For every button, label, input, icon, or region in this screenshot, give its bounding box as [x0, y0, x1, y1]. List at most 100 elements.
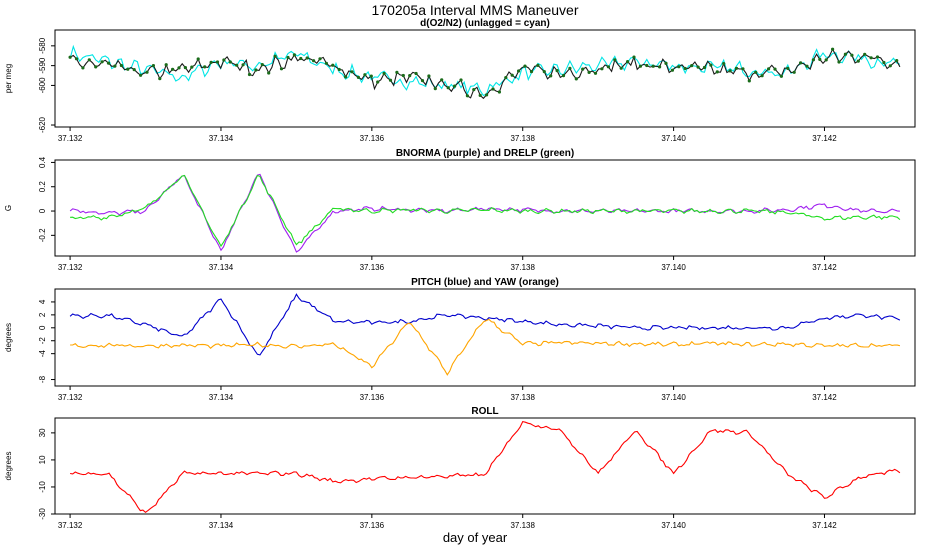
data-point [305, 56, 309, 60]
plot-frame [54, 288, 916, 387]
data-point [773, 67, 777, 71]
x-tick-label: 37.134 [209, 521, 234, 530]
data-point [843, 52, 848, 56]
o2n2-panel: d(O2/N2) (unlagged = cyan) per meg -620 -60… [4, 18, 916, 143]
y-tick-label: 0 [38, 325, 47, 330]
data-point [440, 78, 444, 82]
x-tick-label: 37.132 [58, 134, 83, 143]
data-point [491, 87, 495, 91]
data-point [824, 58, 828, 62]
data-point [581, 67, 585, 71]
y-axis-label: degrees [4, 323, 13, 352]
panel-title: d(O2/N2) (unlagged = cyan) [420, 18, 550, 29]
x-tick-label: 37.134 [209, 134, 234, 143]
data-point [324, 61, 328, 65]
data-point [113, 64, 117, 68]
y-tick-label: 4 [38, 299, 47, 304]
plot-frame [54, 417, 916, 515]
data-point [613, 58, 617, 62]
data-point [119, 63, 123, 68]
data-point [228, 60, 232, 64]
data-point [869, 56, 873, 60]
y-tick-label: -620 [38, 116, 47, 133]
data-point [510, 73, 514, 77]
data-point [555, 69, 559, 73]
data-point [369, 74, 373, 78]
x-tick-label: 37.138 [510, 393, 535, 402]
x-tick-label: 37.142 [812, 263, 837, 272]
series-line-blue [69, 293, 901, 356]
data-point [504, 76, 508, 80]
data-point [658, 65, 662, 69]
data-point [767, 67, 771, 71]
x-tick-label: 37.142 [812, 134, 837, 143]
data-point [818, 57, 822, 62]
y-tick-label: -10 [38, 481, 47, 493]
data-point [453, 84, 457, 88]
x-tick-label: 37.140 [661, 134, 686, 143]
data-point [215, 60, 220, 64]
data-point [312, 59, 316, 63]
data-point [350, 70, 354, 74]
data-point [863, 52, 867, 56]
data-point [465, 94, 469, 98]
data-point [247, 72, 252, 77]
data-point [331, 63, 335, 67]
data-point [241, 63, 245, 67]
x-tick-label: 37.136 [360, 521, 385, 530]
data-point [139, 73, 143, 77]
data-point [183, 66, 187, 70]
data-point [209, 60, 213, 64]
series-line-green [70, 174, 901, 248]
data-point [786, 66, 790, 70]
y-tick-label: -2 [38, 337, 47, 345]
panel-title: PITCH (blue) and YAW (orange) [411, 277, 559, 288]
data-point [536, 63, 540, 67]
data-point [792, 70, 796, 74]
x-tick-label: 37.142 [812, 393, 837, 402]
data-point [664, 61, 668, 65]
panel-title: ROLL [471, 406, 498, 417]
x-tick-label: 37.140 [661, 521, 686, 530]
data-point [709, 63, 713, 67]
data-point [856, 59, 860, 63]
data-point [388, 78, 393, 82]
x-tick-label: 37.138 [510, 521, 535, 530]
data-point [600, 67, 604, 71]
data-point [472, 88, 476, 92]
plot-frame [54, 29, 916, 128]
data-point [132, 68, 136, 72]
x-tick-label: 37.132 [58, 393, 83, 402]
data-point [401, 73, 405, 78]
y-tick-label: 0.2 [38, 181, 47, 193]
data-point [222, 58, 226, 62]
data-point [363, 73, 367, 77]
data-point [408, 74, 412, 78]
data-point [478, 93, 482, 97]
data-point [837, 60, 841, 64]
data-point [203, 65, 207, 69]
data-point [459, 78, 463, 82]
data-point [106, 61, 111, 65]
x-tick-label: 37.142 [812, 521, 837, 530]
data-point [529, 70, 534, 74]
data-point [747, 79, 751, 83]
data-point [670, 68, 675, 72]
y-axis-label: per meg [4, 64, 13, 93]
data-point [158, 77, 162, 81]
data-point [702, 65, 707, 70]
data-point [638, 64, 643, 68]
data-point [318, 57, 322, 61]
data-point [420, 79, 425, 83]
x-tick-label: 37.136 [360, 134, 385, 143]
data-point [722, 62, 726, 66]
data-point [190, 65, 194, 69]
y-tick-label: 0 [38, 208, 47, 213]
data-point [831, 47, 835, 51]
data-point [171, 67, 175, 71]
y-tick-label: -600 [38, 77, 47, 94]
y-tick-label: -30 [38, 508, 47, 520]
panel-title: BNORMA (purple) and DRELP (green) [396, 148, 574, 159]
roll-panel: ROLL degrees -30 -10 10 30 37.132 37.134 37.136 3… [4, 406, 916, 530]
x-tick-label: 37.134 [209, 263, 234, 272]
